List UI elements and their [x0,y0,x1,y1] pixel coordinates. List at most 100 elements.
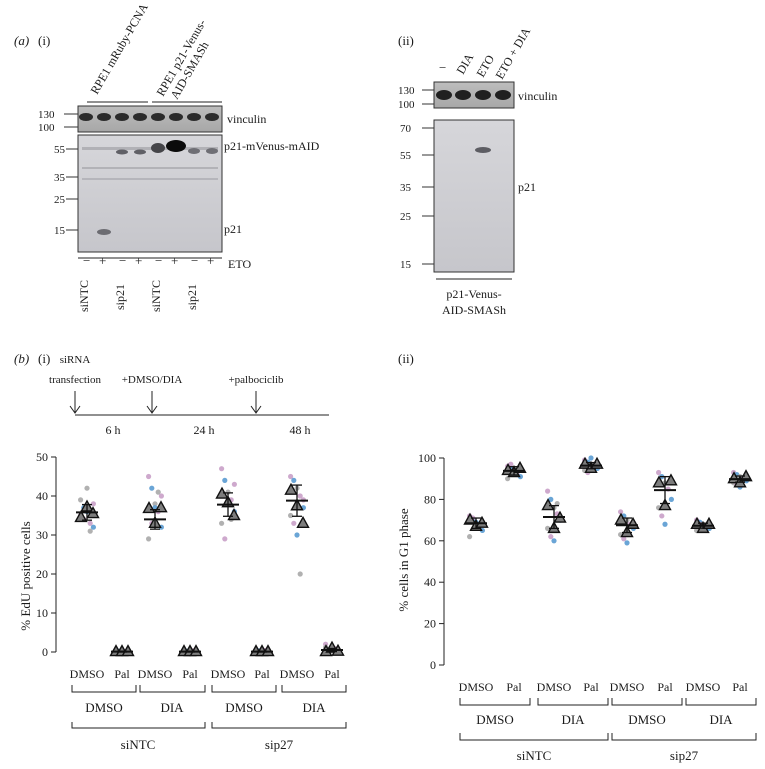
data-point [551,538,557,544]
group-label-mruby: RPE1 mRuby-PCNA [87,1,150,97]
data-point [231,481,237,487]
band-label-p21-fusion: p21-mVenus-mAID [224,139,320,153]
marker-a-130: 130 [38,109,55,121]
group-brackets-b-i [71,685,347,729]
data-point [294,532,300,538]
data-point [621,536,627,542]
replicate-mean [284,482,298,495]
marker-a-100: 100 [38,122,55,134]
sirna-group: siNTC [517,748,552,763]
timeline-event: siRNA [60,354,91,366]
replicate-mean [296,515,310,528]
marker-b-100: 100 [398,99,415,111]
x-label: Pal [324,667,340,681]
x-label: DMSO [537,680,572,694]
group-brackets-b-ii [459,698,757,741]
panel-b-i-sub: (i) [38,351,50,366]
sirna-label: siNTC [77,280,91,312]
cell-line-2: AID-SMASh [442,303,506,317]
lane-sign: − [191,253,198,268]
data-point [548,534,554,540]
replicate-mean [614,512,628,525]
x-label: Pal [254,667,270,681]
data-point [467,534,473,540]
y-tick-label: 80 [424,492,436,506]
group-label: DMSO [476,712,514,727]
marker-b-15: 15 [400,259,412,271]
y-tick-label: 20 [36,567,48,581]
y-tick-label: 30 [36,528,48,542]
data-point [155,489,161,495]
band-label-p21-b: p21 [518,180,536,194]
timeline-event: transfection [49,374,101,386]
x-label: DMSO [686,680,721,694]
group-label: DIA [160,700,184,715]
group-label: DMSO [628,712,666,727]
data-point [146,473,152,480]
data-point [297,571,303,577]
lane-sign: + [207,253,214,268]
lane-signs-a: − + − + − + − + [83,253,214,268]
marker-a-15: 15 [54,225,66,237]
timeline-duration: 24 h [194,423,215,437]
panel-a-i-sub: (i) [38,33,50,48]
y-axis-label-g1: % cells in G1 phase [396,508,411,611]
g1-chart: 0 20 40 60 80 100 [418,451,753,672]
replicate-mean [652,475,666,488]
group-label: DIA [709,712,733,727]
data-point [508,461,514,467]
vinculin-label-b: vinculin [518,89,557,103]
marker-b-130: 130 [398,85,415,97]
marker-b-35: 35 [400,182,412,194]
sirna-group: siNTC [121,737,156,752]
data-point [656,469,662,476]
y-tick-label: 40 [424,575,436,589]
x-label: DMSO [459,680,494,694]
sirna-label: siNTC [149,280,163,312]
x-label: DMSO [280,667,315,681]
replicate-mean [227,508,241,521]
marker-a-35: 35 [54,172,66,184]
data-point [624,540,630,546]
data-point [545,525,551,531]
y-tick-label: 0 [42,645,48,659]
y-tick-label: 10 [36,606,48,620]
x-label: DMSO [138,667,173,681]
sirna-group: sip27 [670,748,699,763]
treatment-label-eto: ETO [228,257,251,271]
y-axis-label-edu: % EdU positive cells [18,521,33,630]
lane-sign: + [99,253,106,268]
timeline-duration: 48 h [290,423,311,437]
x-label: DMSO [211,667,246,681]
lane-sign: + [135,253,142,268]
data-point [90,524,96,530]
replicate-mean [727,471,741,484]
data-point [222,536,228,542]
p21-blot-bands-b [475,147,491,153]
data-point [146,536,152,542]
data-point [291,520,297,526]
lane-sign: − [155,253,162,268]
vinculin-label-a: vinculin [227,112,266,126]
timeline-arrows [69,391,262,414]
data-point [668,496,675,502]
panel-b-ii: (ii) % cells in G1 phase 0 20 40 60 80 100 DM… [396,351,757,763]
edu-chart: 0 10 20 30 40 50 [36,450,345,659]
data-point [158,493,164,499]
cell-line-1: p21-Venus- [446,287,501,301]
data-point [87,520,93,526]
p21-blot-b [433,119,515,273]
vinculin-bands-b [436,90,511,100]
x-label: Pal [114,667,130,681]
p21-blot-a [77,134,223,253]
data-point [149,485,155,491]
x-label: DMSO [70,667,105,681]
y-tick-label: 40 [36,489,48,503]
x-labels-b-ii: DMSO Pal DMSO Pal DMSO Pal DMSO Pal [459,680,749,694]
data-point [219,466,225,472]
replicate-mean [664,473,678,486]
group-label: DMSO [225,700,263,715]
data-point [90,501,96,507]
